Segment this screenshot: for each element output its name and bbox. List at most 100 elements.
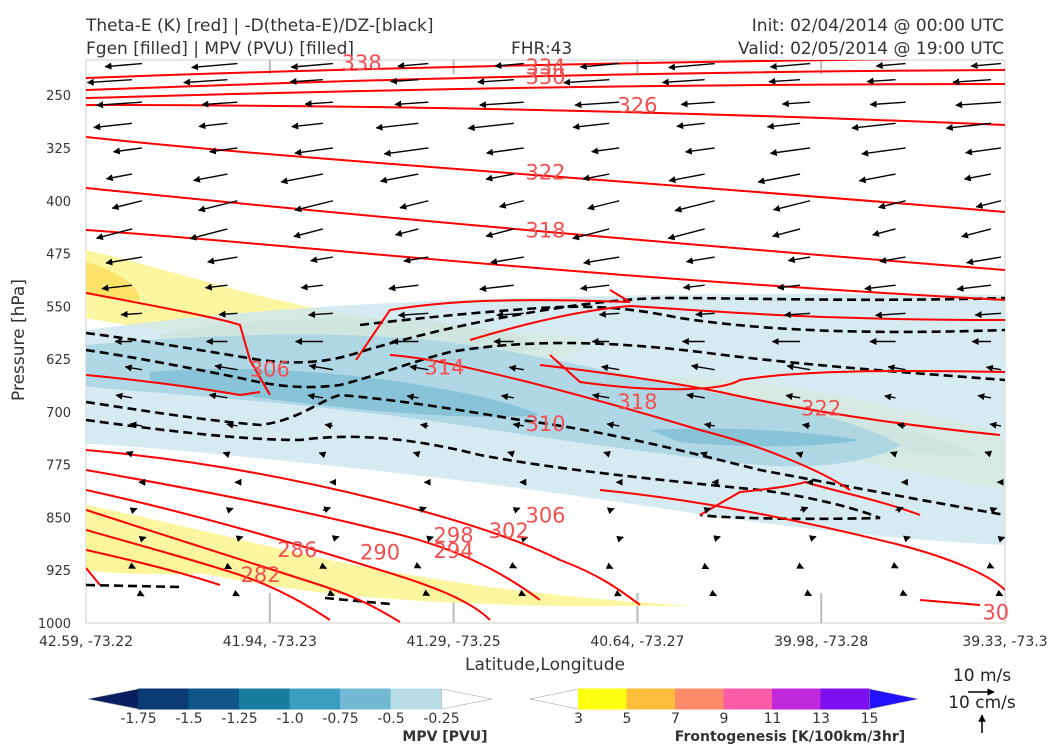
- wind-vector: [801, 422, 811, 430]
- wind-vector: [945, 122, 992, 131]
- theta-e-line: [86, 529, 331, 621]
- chart-title-line2: Fgen [filled] | MPV (PVU) [filled]: [86, 39, 354, 59]
- wind-vector: [787, 256, 811, 264]
- colorbar-tick-label: 7: [671, 711, 680, 727]
- wind-vector: [606, 421, 620, 429]
- colorbar-cell: [441, 688, 493, 710]
- wind-vector: [961, 228, 992, 239]
- colorbar-cell: [340, 688, 392, 710]
- theta-e-contour-label: 314: [424, 356, 464, 380]
- wind-vector: [138, 535, 147, 543]
- theta-e-line: [599, 489, 1005, 591]
- theta-e-line: [86, 83, 1005, 99]
- wind-vector: [877, 200, 906, 210]
- wind-vector: [204, 283, 228, 291]
- wind-vector: [616, 535, 624, 543]
- colorbar-tick-label: -1.75: [120, 711, 156, 727]
- stability-contour: [86, 296, 1005, 364]
- wind-vector: [795, 451, 804, 459]
- wind-vector: [322, 506, 332, 514]
- wind-vector: [884, 393, 896, 401]
- wind-vector: [120, 310, 143, 318]
- theta-e-contour-label: 322: [801, 396, 841, 420]
- wind-vector: [280, 173, 324, 185]
- colorbar-cell: [626, 688, 676, 710]
- wind-vector: [785, 393, 801, 400]
- wind-vector: [379, 173, 419, 184]
- wind-vector: [864, 284, 896, 292]
- wind-vector: [582, 173, 610, 182]
- colorbar-tick-label: -1.25: [221, 711, 257, 727]
- theta-e-contour-label: 306: [250, 358, 290, 382]
- wind-vector: [686, 392, 705, 400]
- wind-vector: [375, 122, 419, 131]
- wind-vector: [319, 562, 328, 570]
- wind-vector: [232, 589, 240, 597]
- wind-vectors: [86, 61, 1005, 597]
- wind-vector: [667, 62, 715, 71]
- theta-e-contour-label: 294: [434, 539, 474, 563]
- colorbar-tick-label: 15: [861, 711, 879, 727]
- colorbar-tick-label: -0.75: [322, 711, 358, 727]
- wind-vector: [300, 283, 323, 291]
- fgen-colorbar-label: Frontogenesis [K/100km/3hr]: [675, 729, 905, 745]
- wind-vector: [579, 62, 620, 70]
- wind-vector: [587, 200, 620, 211]
- wind-vector: [766, 122, 801, 130]
- wind-vector: [703, 421, 715, 429]
- wind-vector: [685, 256, 715, 265]
- wind-vector: [290, 62, 333, 71]
- wind-vector: [478, 101, 524, 109]
- wind-vector: [879, 256, 906, 264]
- wind-vector: [713, 535, 721, 543]
- wind-vector: [899, 589, 908, 597]
- wind-vector: [997, 536, 1005, 543]
- wind-vector: [394, 100, 429, 108]
- wind-vector: [667, 228, 705, 241]
- vertical-motion-key-label: 10 cm/s: [948, 693, 1016, 713]
- wind-vector: [875, 62, 906, 69]
- theta-e-contour-label: 30: [982, 600, 1009, 624]
- theta-e-line: [86, 567, 101, 586]
- wind-vector: [197, 200, 238, 213]
- theta-e-contour-label: 330: [525, 65, 565, 89]
- wind-vector: [128, 562, 136, 569]
- theta-e-label-text: 322: [525, 161, 565, 185]
- wind-vector: [394, 228, 419, 237]
- wind-vector: [768, 77, 801, 85]
- wind-vector: [129, 421, 143, 429]
- wind-vector: [700, 451, 708, 459]
- wind-vector: [479, 284, 514, 292]
- wind-vector: [786, 363, 811, 371]
- wind-vector: [193, 173, 228, 183]
- stability-contour: [324, 596, 391, 606]
- wind-vector: [383, 147, 429, 157]
- theta-e-line: [86, 374, 261, 397]
- wind-vector: [327, 589, 335, 597]
- wind-vector: [485, 173, 514, 182]
- theta-e-line: [539, 364, 1001, 436]
- theta-e-label-text: 338: [342, 51, 382, 75]
- wind-vector: [507, 450, 515, 458]
- colorbar-cell: [772, 688, 822, 710]
- wind-vector: [989, 421, 1002, 429]
- theta-e-line: [86, 509, 401, 623]
- stability-contour: [359, 305, 1005, 334]
- y-axis-label: Pressure [hPa]: [9, 279, 29, 401]
- theta-e-label-text: 310: [525, 412, 565, 436]
- colorbar-tick-label: 13: [812, 711, 830, 727]
- theta-e-line: [86, 489, 491, 621]
- wind-vector: [600, 364, 620, 372]
- wind-vector: [496, 311, 524, 319]
- wind-vector: [703, 507, 712, 514]
- theta-e-contour-label: 310: [525, 412, 565, 436]
- x-tick-label: 42.59, -73.22: [39, 634, 133, 650]
- wind-vector: [598, 310, 620, 318]
- wind-vector: [399, 200, 429, 210]
- wind-vector: [294, 147, 333, 156]
- wind-vector: [389, 77, 419, 85]
- wind-vector: [680, 100, 715, 108]
- wind-vector: [509, 562, 517, 569]
- theta-e-label-text: 290: [360, 541, 400, 565]
